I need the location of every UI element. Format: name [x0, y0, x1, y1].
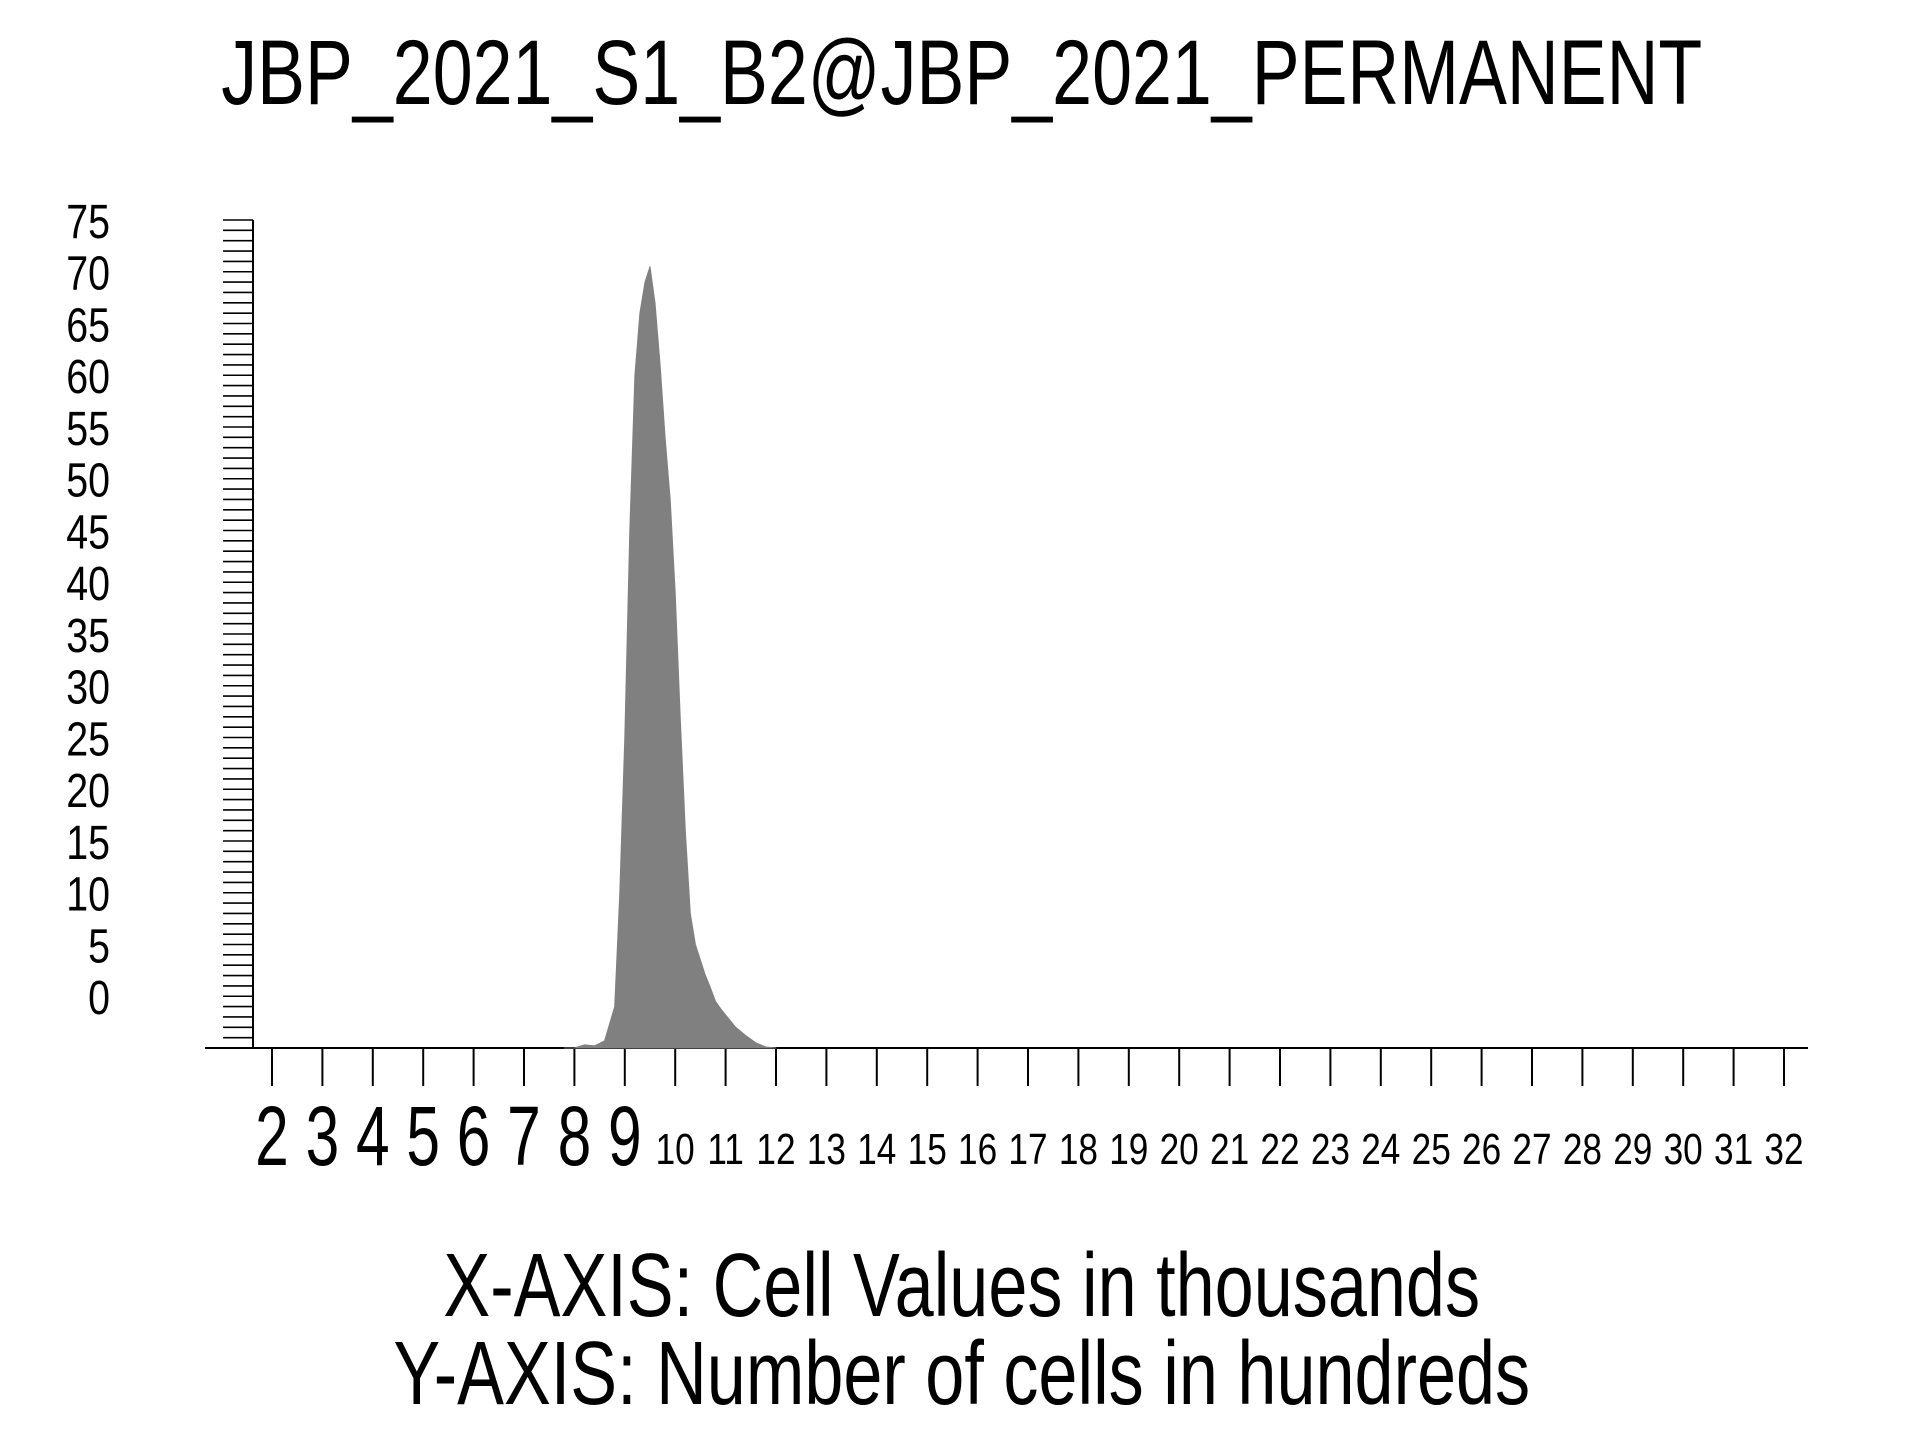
y-tick-label: 30: [66, 661, 110, 715]
x-tick-label: 10: [656, 1125, 695, 1174]
x-tick-label: 25: [1412, 1125, 1451, 1174]
x-tick-label: 20: [1160, 1125, 1199, 1174]
x-tick-label: 26: [1462, 1125, 1501, 1174]
x-tick-label: 13: [807, 1125, 846, 1174]
x-tick-label: 27: [1512, 1125, 1551, 1174]
y-tick-label: 0: [88, 972, 110, 1026]
x-axis-label: X-AXIS: Cell Values in thousands: [443, 1236, 1481, 1336]
y-tick-label: 65: [66, 299, 110, 353]
x-tick-label: 32: [1764, 1125, 1803, 1174]
y-tick-label: 10: [66, 868, 110, 922]
x-tick-label: 17: [1008, 1125, 1047, 1174]
y-tick-label: 5: [88, 920, 110, 974]
x-tick-label: 24: [1361, 1125, 1400, 1174]
x-axis: 2 3 4 5 6 7 8 9 10 11 12 13 14 15 16 17 18 19 20 21 22 23 24 25…: [205, 1047, 1808, 1183]
y-tick-label: 55: [66, 402, 110, 456]
x-tick-label: 29: [1613, 1125, 1652, 1174]
y-tick-label: 20: [66, 765, 110, 819]
x-tick-label: 14: [857, 1125, 896, 1174]
y-tick-label: 40: [66, 558, 110, 612]
x-tick-label: 12: [756, 1125, 795, 1174]
x-tick-label: 2: [255, 1089, 289, 1183]
x-tick-label: 11: [707, 1125, 744, 1174]
x-tick-label: 5: [406, 1089, 440, 1183]
y-tick-label: 60: [66, 351, 110, 405]
y-tick-label: 75: [66, 195, 110, 249]
y-tick-label: 15: [66, 816, 110, 870]
x-tick-label: 18: [1059, 1125, 1098, 1174]
y-tick-label: 25: [66, 713, 110, 767]
x-tick-label: 21: [1210, 1125, 1249, 1174]
x-tick-label: 23: [1311, 1125, 1350, 1174]
y-tick-label: 70: [66, 247, 110, 301]
x-tick-label: 28: [1563, 1125, 1602, 1174]
x-tick-label: 30: [1664, 1125, 1703, 1174]
x-tick-label: 19: [1109, 1125, 1148, 1174]
y-tick-label: 45: [66, 506, 110, 560]
y-tick-label: 50: [66, 454, 110, 508]
x-tick-label: 3: [306, 1089, 340, 1183]
x-tick-label: 6: [457, 1089, 491, 1183]
x-tick-label: 4: [356, 1089, 390, 1183]
chart-title: JBP_2021_S1_B2@JBP_2021_PERMANENT: [221, 22, 1703, 124]
x-tick-label: 22: [1260, 1125, 1299, 1174]
y-tick-label: 35: [66, 609, 110, 663]
histogram-area: [563, 266, 777, 1049]
x-tick-label: 8: [558, 1089, 592, 1183]
x-tick-label: 7: [507, 1089, 541, 1183]
x-tick-label: 31: [1714, 1125, 1753, 1174]
y-axis-label: Y-AXIS: Number of cells in hundreds: [393, 1324, 1531, 1424]
x-tick-label: 9: [608, 1089, 642, 1183]
plot-area: [563, 266, 777, 1049]
x-tick-label: 15: [908, 1125, 947, 1174]
x-tick-label: 16: [958, 1125, 997, 1174]
